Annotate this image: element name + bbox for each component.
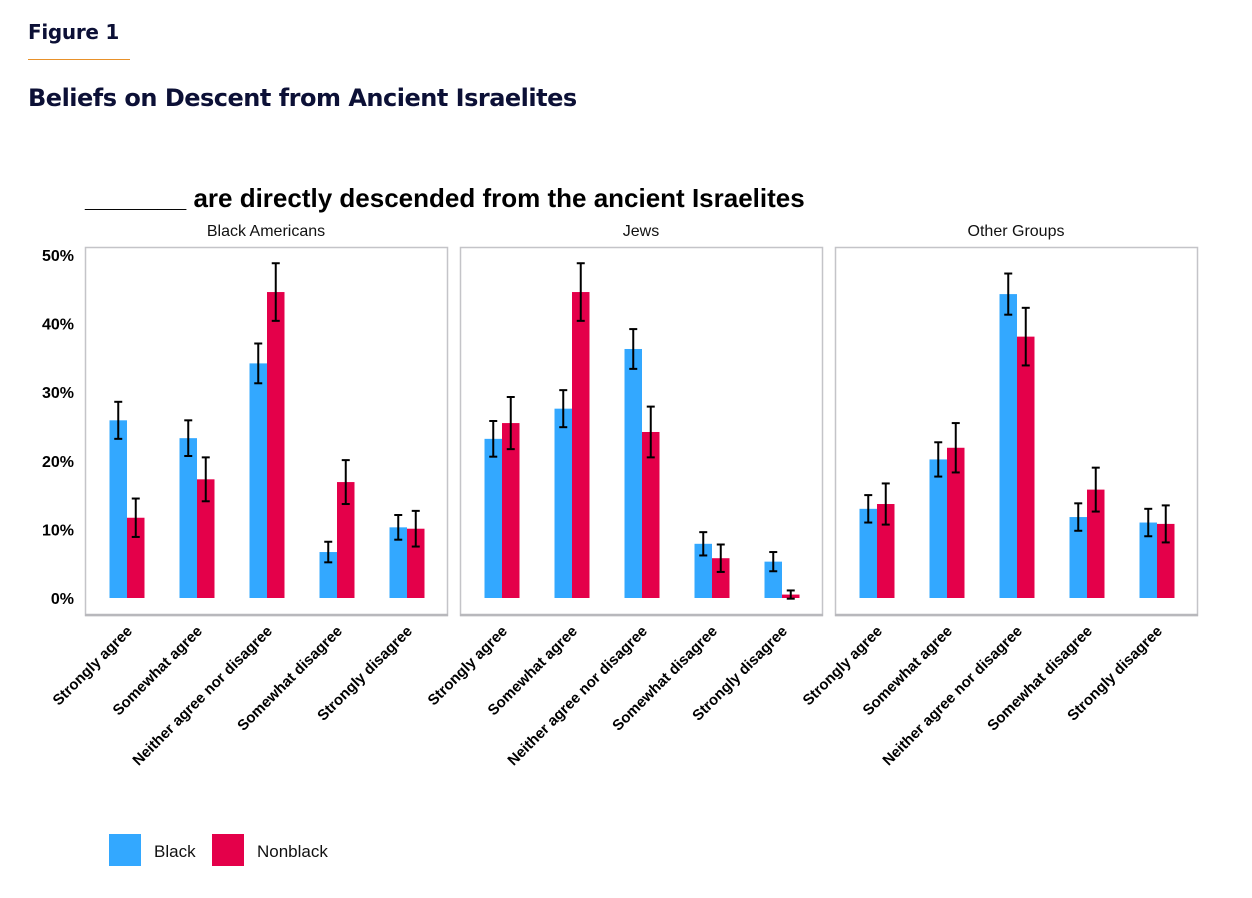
y-tick-label: 40% (42, 317, 74, 334)
error-bar (699, 531, 708, 557)
bar-nonblack (407, 528, 425, 598)
error-bar (114, 400, 123, 440)
error-bar (716, 543, 725, 573)
bar-nonblack (1157, 523, 1175, 598)
error-bar (1161, 504, 1170, 544)
error-bar (786, 589, 795, 600)
y-tick-label: 10% (42, 522, 74, 539)
bar-black (319, 552, 337, 598)
error-bar (411, 509, 420, 548)
x-tick-label: Neither agree nor disagree (129, 623, 275, 769)
x-tick-label: Neither agree nor disagree (504, 623, 650, 769)
figure-title: Beliefs on Descent from Ancient Israelit… (28, 84, 577, 112)
bar-nonblack (197, 479, 215, 598)
bar-black (1069, 517, 1087, 598)
error-bar (489, 420, 498, 458)
error-bar (394, 513, 403, 541)
bar-nonblack (267, 292, 285, 598)
bar-nonblack (712, 558, 730, 598)
error-bar (1144, 507, 1153, 538)
bar-nonblack (1017, 336, 1035, 598)
error-bar (131, 497, 140, 538)
bar-black (109, 420, 127, 598)
error-bar (629, 328, 638, 370)
error-bar (559, 389, 568, 429)
error-bar (341, 459, 350, 506)
bar-black (484, 438, 502, 598)
bar-nonblack (877, 504, 895, 598)
error-bar (951, 422, 960, 474)
error-bar (324, 540, 333, 564)
error-bar (881, 482, 890, 526)
bar-black (1139, 522, 1157, 598)
panel-title: Black Americans (207, 223, 325, 240)
bar-black (859, 508, 877, 598)
error-bar (201, 456, 210, 503)
bar-black (999, 294, 1017, 598)
bar-nonblack (127, 517, 145, 598)
legend-label-black: Black (154, 842, 196, 861)
bar-black (389, 527, 407, 598)
y-tick-label: 30% (42, 385, 74, 402)
panel-title: Other Groups (968, 223, 1065, 240)
x-tick-label: Neither agree nor disagree (879, 623, 1025, 769)
bar-nonblack (642, 431, 660, 598)
error-bar (1004, 272, 1013, 316)
error-bar (1021, 306, 1030, 367)
bar-nonblack (1087, 489, 1105, 598)
legend-swatch-nonblack (212, 834, 244, 866)
bar-black (554, 408, 572, 598)
figure-label-underline (28, 59, 130, 60)
error-bar (646, 405, 655, 459)
panels: 0% 10% 20% 30% 40% 50%Black AmericansStrongly… (42, 223, 1199, 769)
bar-black (624, 348, 642, 598)
bar-black (694, 543, 712, 598)
y-tick-label: 0% (51, 591, 74, 608)
error-bar (1091, 466, 1100, 513)
error-bar (934, 441, 943, 478)
bar-nonblack (572, 292, 590, 598)
error-bar (271, 262, 280, 322)
legend-label-nonblack: Nonblack (257, 842, 328, 861)
bar-black (764, 561, 782, 598)
bar-black (249, 363, 267, 598)
figure-label: Figure 1 (28, 20, 119, 44)
error-bar (254, 342, 263, 385)
legend: Black Nonblack (109, 834, 328, 866)
error-bar (769, 551, 778, 573)
bar-nonblack (337, 482, 355, 598)
y-tick-label: 20% (42, 454, 74, 471)
chart-title: _______ are directly descended from the … (84, 183, 805, 213)
error-bar (184, 419, 193, 457)
panel-title: Jews (623, 223, 659, 240)
error-bar (506, 396, 515, 451)
error-bar (1074, 502, 1083, 532)
bar-nonblack (502, 423, 520, 598)
legend-swatch-black (109, 834, 141, 866)
bar-nonblack (947, 447, 965, 598)
bar-black (179, 438, 197, 598)
y-tick-label: 50% (42, 248, 74, 265)
error-bar (576, 262, 585, 322)
bar-black (929, 459, 947, 598)
error-bar (864, 494, 873, 524)
